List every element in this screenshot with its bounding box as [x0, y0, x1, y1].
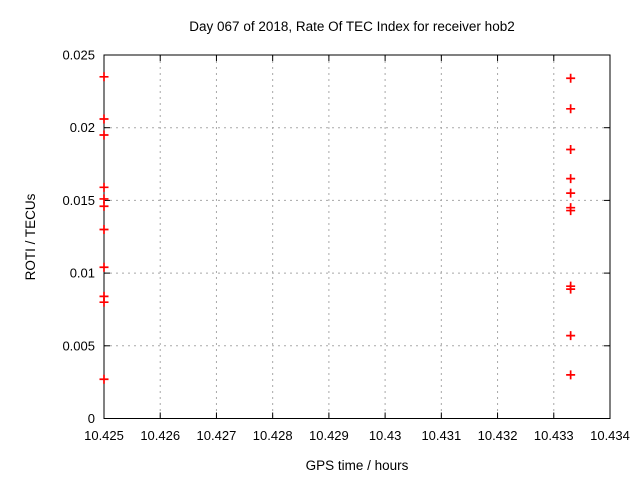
data-point-marker [566, 73, 576, 83]
data-points [99, 72, 576, 384]
x-tick-label: 10.433 [534, 428, 574, 443]
data-point-marker [99, 130, 109, 140]
data-point-marker [566, 174, 576, 184]
data-point-marker [99, 182, 109, 192]
data-point-marker [99, 297, 109, 307]
data-point-marker [99, 72, 109, 82]
axis-ticks [103, 54, 611, 419]
y-tick-label: 0.025 [62, 48, 95, 63]
gridlines [104, 55, 610, 419]
x-tick-label: 10.429 [309, 428, 349, 443]
data-point-marker [99, 374, 109, 384]
y-tick-label: 0.02 [70, 120, 95, 135]
x-tick-label: 10.426 [140, 428, 180, 443]
x-tick-labels: 10.425 10.426 10.427 10.428 10.429 10.43 10.43… [84, 428, 630, 443]
x-tick-label: 10.432 [478, 428, 518, 443]
y-tick-labels: 0 0.005 0.01 0.015 0.02 0.025 [62, 48, 95, 427]
data-point-marker [99, 262, 109, 272]
data-point-marker [99, 201, 109, 211]
x-axis-label: GPS time / hours [306, 458, 409, 473]
x-tick-label: 10.431 [421, 428, 461, 443]
data-point-marker [99, 224, 109, 234]
data-point-marker [566, 284, 576, 294]
y-axis-label: ROTI / TECUs [23, 193, 38, 280]
y-tick-label: 0.01 [70, 266, 95, 281]
x-tick-label: 10.428 [253, 428, 293, 443]
y-tick-label: 0.015 [62, 193, 95, 208]
data-point-marker [566, 331, 576, 341]
data-point-marker [566, 145, 576, 155]
data-point-marker [566, 206, 576, 216]
plot-border [103, 54, 611, 419]
x-tick-label: 10.427 [197, 428, 237, 443]
data-point-marker [566, 104, 576, 114]
x-tick-label: 10.425 [84, 428, 124, 443]
chart-title: Day 067 of 2018, Rate Of TEC Index for r… [189, 19, 514, 34]
y-tick-label: 0 [88, 411, 95, 426]
data-point-marker [566, 370, 576, 380]
x-tick-label: 10.434 [590, 428, 630, 443]
data-point-marker [566, 188, 576, 198]
x-tick-label: 10.43 [369, 428, 402, 443]
data-point-marker [99, 114, 109, 124]
y-tick-label: 0.005 [62, 338, 95, 353]
